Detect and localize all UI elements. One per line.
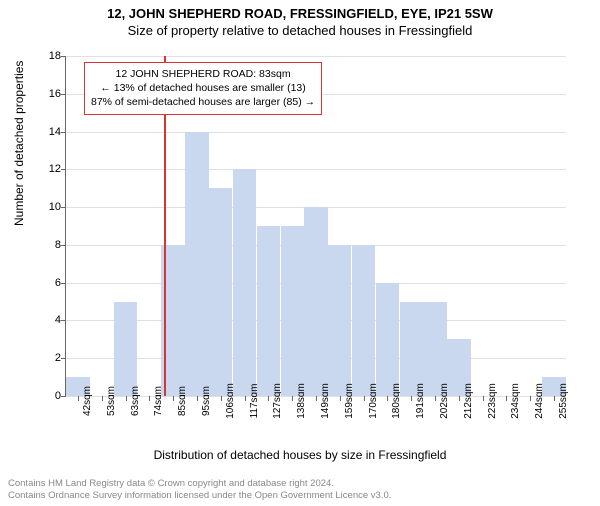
xtick-mark — [268, 396, 269, 401]
histogram-bar — [352, 245, 375, 396]
histogram-bar — [114, 302, 137, 396]
ytick-label: 18 — [31, 50, 61, 62]
ytick-label: 4 — [31, 314, 61, 326]
xtick-mark — [411, 396, 412, 401]
xtick-label: 234sqm — [510, 383, 521, 419]
xtick-mark — [554, 396, 555, 401]
xtick-label: 255sqm — [558, 383, 569, 419]
xtick-mark — [126, 396, 127, 401]
histogram-bar — [209, 188, 232, 396]
ytick-mark — [61, 207, 66, 208]
histogram-bar — [400, 302, 423, 396]
ytick-mark — [61, 245, 66, 246]
ytick-label: 6 — [31, 277, 61, 289]
plot: 02468101214161842sqm53sqm63sqm74sqm85sqm… — [65, 56, 566, 397]
ytick-mark — [61, 169, 66, 170]
xtick-mark — [197, 396, 198, 401]
ytick-mark — [61, 358, 66, 359]
ytick-label: 8 — [31, 239, 61, 251]
xtick-mark — [292, 396, 293, 401]
ytick-mark — [61, 94, 66, 95]
xtick-label: 223sqm — [487, 383, 498, 419]
annotation-line1: 12 JOHN SHEPHERD ROAD: 83sqm — [91, 67, 315, 81]
footer-line1: Contains HM Land Registry data © Crown c… — [8, 478, 391, 490]
chart-area: 02468101214161842sqm53sqm63sqm74sqm85sqm… — [65, 56, 565, 396]
ytick-mark — [61, 56, 66, 57]
ytick-label: 10 — [31, 201, 61, 213]
xtick-mark — [435, 396, 436, 401]
title-sub: Size of property relative to detached ho… — [0, 23, 600, 38]
xtick-mark — [340, 396, 341, 401]
xtick-mark — [173, 396, 174, 401]
xtick-mark — [506, 396, 507, 401]
ytick-label: 12 — [31, 163, 61, 175]
ytick-label: 0 — [31, 390, 61, 402]
xtick-mark — [245, 396, 246, 401]
xtick-mark — [221, 396, 222, 401]
xtick-mark — [387, 396, 388, 401]
footer-line2: Contains Ordnance Survey information lic… — [8, 490, 391, 502]
xtick-label: 42sqm — [82, 386, 93, 416]
xtick-mark — [102, 396, 103, 401]
gridline — [66, 56, 566, 57]
xtick-mark — [78, 396, 79, 401]
ytick-label: 16 — [31, 88, 61, 100]
histogram-bar — [376, 283, 399, 396]
ytick-mark — [61, 396, 66, 397]
histogram-bar — [328, 245, 351, 396]
title-main: 12, JOHN SHEPHERD ROAD, FRESSINGFIELD, E… — [0, 6, 600, 21]
ytick-label: 14 — [31, 126, 61, 138]
xtick-mark — [530, 396, 531, 401]
gridline — [66, 132, 566, 133]
histogram-bar — [185, 132, 208, 396]
histogram-bar — [304, 207, 327, 396]
histogram-bar — [257, 226, 280, 396]
xtick-label: 212sqm — [463, 383, 474, 419]
xtick-mark — [364, 396, 365, 401]
histogram-bar — [423, 302, 446, 396]
xtick-label: 63sqm — [130, 386, 141, 416]
annotation-line2: ← 13% of detached houses are smaller (13… — [91, 81, 315, 95]
xtick-mark — [149, 396, 150, 401]
ytick-mark — [61, 132, 66, 133]
ytick-mark — [61, 283, 66, 284]
histogram-bar — [281, 226, 304, 396]
annotation-line3: 87% of semi-detached houses are larger (… — [91, 95, 315, 109]
annotation-box: 12 JOHN SHEPHERD ROAD: 83sqm← 13% of det… — [84, 62, 322, 115]
gridline — [66, 169, 566, 170]
ytick-mark — [61, 320, 66, 321]
footer-attribution: Contains HM Land Registry data © Crown c… — [8, 478, 391, 502]
y-axis-label: Number of detached properties — [12, 61, 26, 226]
xtick-mark — [459, 396, 460, 401]
x-axis-label: Distribution of detached houses by size … — [0, 448, 600, 462]
ytick-label: 2 — [31, 352, 61, 364]
histogram-bar — [233, 169, 256, 396]
xtick-mark — [316, 396, 317, 401]
xtick-mark — [483, 396, 484, 401]
